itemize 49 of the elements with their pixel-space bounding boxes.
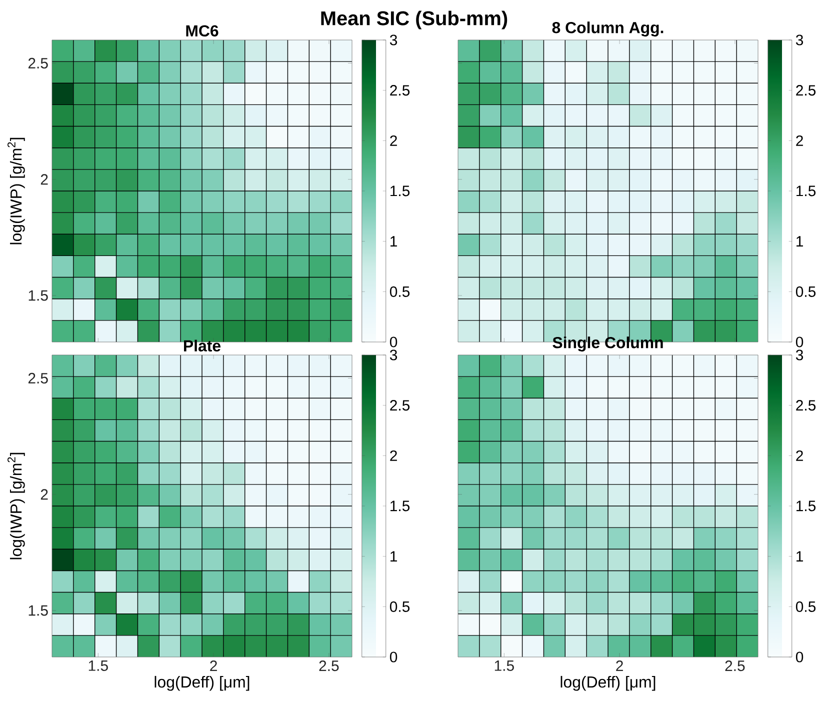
text: Mean SIC (Sub-mm) <box>321 10 508 30</box>
y-tick-label: 1.5 <box>28 290 48 301</box>
color-bar-label: 0.5 <box>796 601 816 612</box>
color-bar-label: 0.5 <box>390 601 410 612</box>
color-bar-label: 1.5 <box>390 500 410 512</box>
color-bar-label: 1 <box>796 236 803 246</box>
chart-title: Single Column <box>552 336 663 352</box>
color-bar-label: 0 <box>390 336 398 348</box>
x-axis-title: log(Deff) [μm] <box>154 676 250 691</box>
color-bar-label: 1.5 <box>796 186 816 196</box>
color-bar-label: 0 <box>796 652 804 662</box>
color-bar-label: 2 <box>796 135 803 146</box>
color-bar-label: 2.5 <box>390 400 410 411</box>
x-tick-label: 2.5 <box>725 660 745 672</box>
x-tick-label: 1.5 <box>494 660 514 671</box>
x-tick-label: 2.5 <box>319 660 339 672</box>
color-bar-label: 0 <box>390 652 398 662</box>
x-tick-label: 2 <box>616 660 623 671</box>
color-bar-label: 0.5 <box>796 286 816 297</box>
color-bar-label: 2 <box>390 450 397 461</box>
color-bar-label: 3 <box>796 34 804 46</box>
y-tick-label: 2 <box>40 489 48 500</box>
x-axis-title: log(Deff) [μm] <box>560 676 656 691</box>
color-bar-label: 1 <box>796 551 803 562</box>
color-bar-label: 2.5 <box>390 85 410 96</box>
y-axis-title: log(IWP) [g/m$^{2}$] <box>8 138 25 244</box>
color-bar-label: 1 <box>390 236 397 246</box>
color-bar-label: 2.5 <box>796 400 816 411</box>
chart-title: Plate <box>184 340 220 352</box>
color-bar-label: 3 <box>390 34 398 46</box>
color-bar-label: 1 <box>390 551 397 562</box>
chart-title: MC6 <box>186 25 218 36</box>
color-bar-label: 3 <box>796 350 804 360</box>
y-axis-title: log(IWP) [g/m$^{2}$] <box>8 452 25 560</box>
color-bar-label: 0.5 <box>390 286 410 297</box>
color-bar-label: 3 <box>390 350 398 360</box>
y-tick-label: 2.5 <box>28 372 48 384</box>
color-bar-label: 2.5 <box>796 85 816 96</box>
x-tick-label: 1.5 <box>88 660 108 671</box>
chart-title: 8 Column Agg. <box>552 22 664 36</box>
y-tick-label: 2.5 <box>28 58 48 69</box>
color-bar-label: 1.5 <box>796 500 816 512</box>
y-tick-label: 2 <box>40 174 48 185</box>
color-bar-label: 2 <box>796 450 803 461</box>
x-tick-label: 2 <box>210 660 217 671</box>
color-bar-label: 2 <box>390 135 397 146</box>
color-bar-label: 1.5 <box>390 186 410 196</box>
color-bar-label: 0 <box>796 336 804 348</box>
y-tick-label: 1.5 <box>28 605 48 616</box>
